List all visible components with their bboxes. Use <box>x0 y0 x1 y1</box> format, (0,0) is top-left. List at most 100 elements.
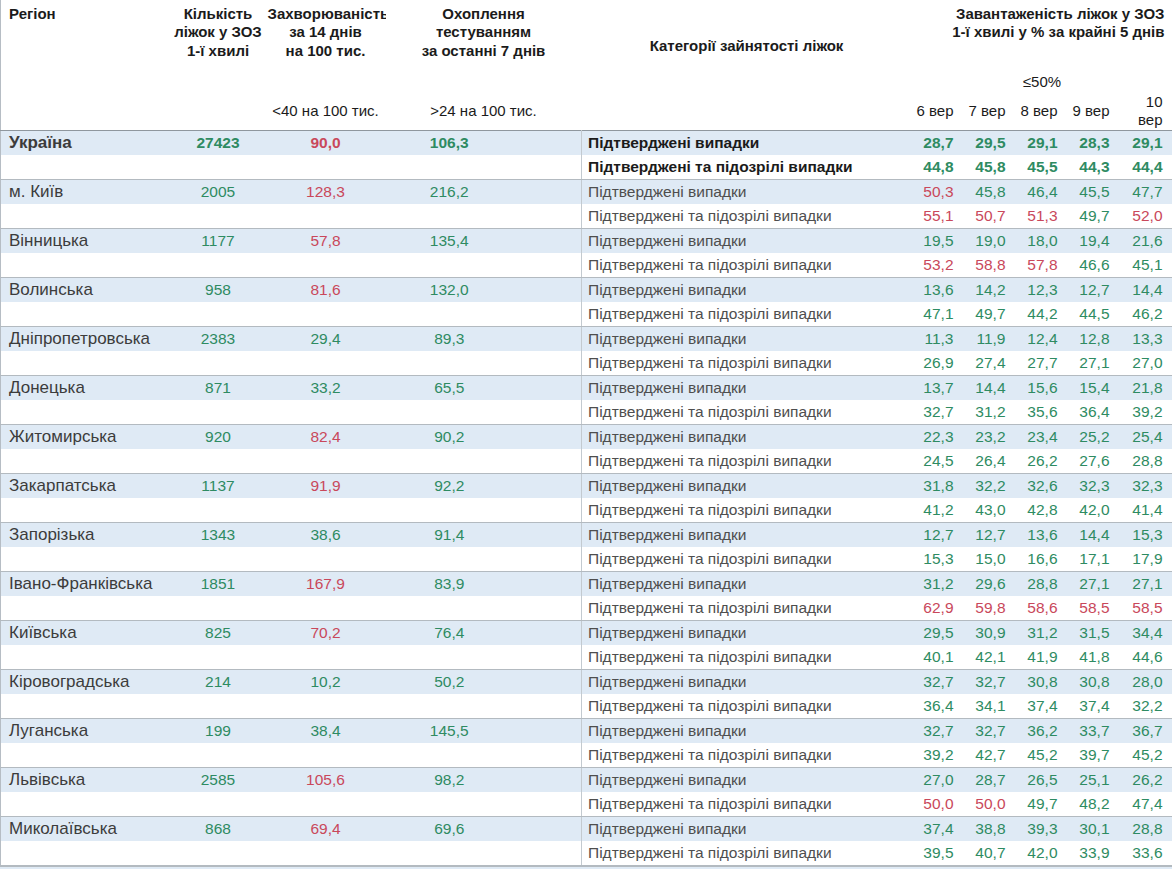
category-label-confirmed-suspected: Підтверджені та підозрілі випадки <box>582 498 912 523</box>
header-date: 6 вер <box>912 93 964 130</box>
incidence-value: 38,4 <box>266 718 386 743</box>
occupancy-value: 39,5 <box>912 841 964 866</box>
occupancy-value: 40,7 <box>964 841 1016 866</box>
occupancy-value: 46,6 <box>1068 253 1120 278</box>
testing-empty <box>386 841 582 866</box>
header-date: 10 вер <box>1120 93 1172 130</box>
beds-empty <box>171 155 266 180</box>
header-date: 8 вер <box>1016 93 1068 130</box>
testing-empty <box>386 743 582 768</box>
occupancy-value: 49,7 <box>964 302 1016 327</box>
testing-empty <box>386 449 582 474</box>
region-name: Кіровоградська <box>1 669 171 694</box>
occupancy-value: 26,4 <box>964 449 1016 474</box>
beds-empty <box>171 743 266 768</box>
occupancy-value: 14,4 <box>964 375 1016 400</box>
occupancy-value: 30,9 <box>964 620 1016 645</box>
occupancy-value: 27,0 <box>1120 351 1172 376</box>
beds-empty <box>171 498 266 523</box>
occupancy-value: 42,0 <box>1016 841 1068 866</box>
occupancy-value: 13,7 <box>912 375 964 400</box>
occupancy-value: 45,2 <box>1016 743 1068 768</box>
occupancy-value: 39,2 <box>1120 400 1172 425</box>
occupancy-value: 47,1 <box>912 302 964 327</box>
region-row-confirmed: Кіровоградська21410,250,2Підтверджені ви… <box>1 669 1172 694</box>
category-label-confirmed-suspected: Підтверджені та підозрілі випадки <box>582 449 912 474</box>
occupancy-value: 18,0 <box>1016 228 1068 253</box>
region-row-confirmed: Миколаївська86869,469,6Підтверджені випа… <box>1 816 1172 841</box>
incidence-empty <box>266 253 386 278</box>
occupancy-value: 31,5 <box>1068 620 1120 645</box>
subheader-testing: >24 на 100 тис. <box>386 93 582 130</box>
occupancy-value: 17,1 <box>1068 547 1120 572</box>
region-row-confirmed: м. Київ2005128,3216,2Підтверджені випадк… <box>1 179 1172 204</box>
occupancy-value: 27,7 <box>1016 351 1068 376</box>
occupancy-value: 28,0 <box>1120 669 1172 694</box>
occupancy-value: 11,9 <box>964 326 1016 351</box>
occupancy-value: 15,3 <box>912 547 964 572</box>
occupancy-value: 32,3 <box>1120 473 1172 498</box>
occupancy-value: 40,1 <box>912 645 964 670</box>
incidence-value: 29,4 <box>266 326 386 351</box>
occupancy-value: 29,6 <box>964 571 1016 596</box>
occupancy-value: 52,0 <box>1120 204 1172 229</box>
region-name: Миколаївська <box>1 816 171 841</box>
region-name: Волинська <box>1 277 171 302</box>
region-row-confirmed: Волинська95881,6132,0Підтверджені випадк… <box>1 277 1172 302</box>
testing-value: 92,2 <box>386 473 582 498</box>
category-label-confirmed: Підтверджені випадки <box>582 767 912 792</box>
region-empty <box>1 498 171 523</box>
table-body: Україна2742390,0106,3Підтверджені випадк… <box>1 130 1172 865</box>
beds-empty <box>171 351 266 376</box>
category-label-confirmed: Підтверджені випадки <box>582 326 912 351</box>
occupancy-value: 39,7 <box>1068 743 1120 768</box>
testing-empty <box>386 302 582 327</box>
occupancy-value: 27,1 <box>1068 571 1120 596</box>
header-region: Регіон <box>1 0 171 130</box>
region-name: м. Київ <box>1 179 171 204</box>
occupancy-value: 41,2 <box>912 498 964 523</box>
incidence-value: 69,4 <box>266 816 386 841</box>
occupancy-value: 14,4 <box>1068 522 1120 547</box>
region-row-confirmed-suspected: Підтверджені та підозрілі випадки41,243,… <box>1 498 1172 523</box>
incidence-value: 128,3 <box>266 179 386 204</box>
region-empty <box>1 400 171 425</box>
beds-empty <box>171 792 266 817</box>
incidence-empty <box>266 400 386 425</box>
occupancy-value: 26,5 <box>1016 767 1068 792</box>
region-row-confirmed: Запорізька134338,691,4Підтверджені випад… <box>1 522 1172 547</box>
region-empty <box>1 351 171 376</box>
region-row-confirmed: Житомирська92082,490,2Підтверджені випад… <box>1 424 1172 449</box>
occupancy-value: 27,6 <box>1068 449 1120 474</box>
occupancy-value: 45,1 <box>1120 253 1172 278</box>
occupancy-value: 37,4 <box>1016 694 1068 719</box>
occupancy-value: 58,5 <box>1068 596 1120 621</box>
region-name: Луганська <box>1 718 171 743</box>
region-empty <box>1 596 171 621</box>
category-label-confirmed-suspected: Підтверджені та підозрілі випадки <box>582 400 912 425</box>
occupancy-value: 37,4 <box>1068 694 1120 719</box>
occupancy-value: 50,7 <box>964 204 1016 229</box>
incidence-empty <box>266 841 386 866</box>
occupancy-value: 28,8 <box>1120 816 1172 841</box>
category-label-confirmed-suspected: Підтверджені та підозрілі випадки <box>582 792 912 817</box>
beds-value: 214 <box>171 669 266 694</box>
occupancy-value: 31,8 <box>912 473 964 498</box>
occupancy-value: 49,7 <box>1016 792 1068 817</box>
category-label-confirmed-suspected: Підтверджені та підозрілі випадки <box>582 253 912 278</box>
occupancy-value: 45,8 <box>964 179 1016 204</box>
beds-empty <box>171 596 266 621</box>
occupancy-value: 42,1 <box>964 645 1016 670</box>
occupancy-value: 13,3 <box>1120 326 1172 351</box>
category-label-confirmed: Підтверджені випадки <box>582 375 912 400</box>
region-empty <box>1 645 171 670</box>
occupancy-value: 30,1 <box>1068 816 1120 841</box>
occupancy-value: 37,4 <box>912 816 964 841</box>
category-label-confirmed: Підтверджені випадки <box>582 130 912 155</box>
incidence-empty <box>266 547 386 572</box>
occupancy-value: 13,6 <box>912 277 964 302</box>
category-label-confirmed: Підтверджені випадки <box>582 424 912 449</box>
occupancy-value: 31,2 <box>964 400 1016 425</box>
category-label-confirmed-suspected: Підтверджені та підозрілі випадки <box>582 743 912 768</box>
region-name: Львівська <box>1 767 171 792</box>
